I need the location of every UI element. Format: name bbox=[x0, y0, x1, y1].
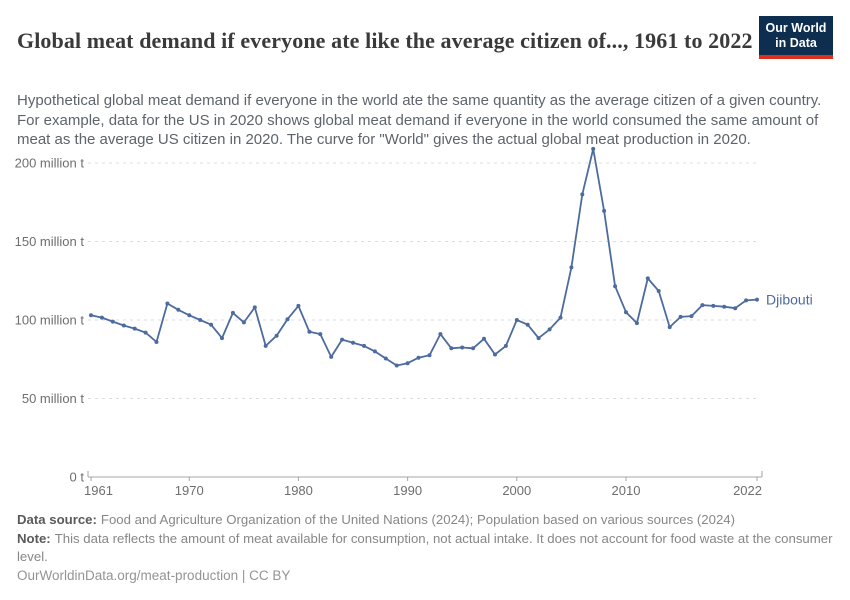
data-point[interactable] bbox=[307, 329, 312, 334]
owid-logo-line2: in Data bbox=[775, 36, 817, 50]
data-point[interactable] bbox=[493, 352, 497, 357]
note-text: This data reflects the amount of meat av… bbox=[17, 531, 833, 564]
data-point[interactable] bbox=[602, 208, 607, 213]
data-point[interactable] bbox=[547, 327, 552, 332]
data-point[interactable] bbox=[165, 301, 170, 306]
data-point[interactable] bbox=[296, 303, 301, 308]
data-point[interactable] bbox=[711, 303, 716, 308]
data-point[interactable] bbox=[340, 337, 345, 342]
data-point[interactable] bbox=[722, 304, 727, 309]
y-tick-label: 200 million t bbox=[15, 156, 85, 171]
data-point[interactable] bbox=[449, 346, 454, 351]
data-source-text: Food and Agriculture Organization of the… bbox=[100, 512, 736, 527]
data-point[interactable] bbox=[580, 192, 585, 197]
series-end-label[interactable]: Djibouti bbox=[766, 292, 813, 308]
data-point[interactable] bbox=[558, 315, 563, 320]
data-point[interactable] bbox=[569, 265, 574, 270]
data-point[interactable] bbox=[132, 326, 137, 331]
data-point[interactable] bbox=[121, 323, 126, 328]
data-point[interactable] bbox=[700, 303, 705, 308]
owid-logo-line1: Our World bbox=[765, 21, 827, 35]
owid-logo[interactable]: Our World in Data bbox=[759, 16, 833, 59]
data-point[interactable] bbox=[351, 340, 355, 345]
data-point[interactable] bbox=[383, 356, 388, 361]
data-point[interactable] bbox=[176, 307, 181, 312]
data-point[interactable] bbox=[318, 332, 323, 337]
data-point[interactable] bbox=[471, 346, 476, 351]
data-point[interactable] bbox=[733, 306, 738, 311]
data-point[interactable] bbox=[689, 314, 694, 319]
footer-note: Note: This data reflects the amount of me… bbox=[17, 530, 835, 566]
data-point[interactable] bbox=[591, 146, 596, 151]
y-tick-label: 50 million t bbox=[22, 391, 85, 406]
data-point[interactable] bbox=[613, 284, 618, 289]
data-point[interactable] bbox=[274, 333, 279, 338]
data-point[interactable] bbox=[525, 322, 530, 327]
data-point[interactable] bbox=[372, 349, 377, 354]
data-point[interactable] bbox=[285, 317, 290, 322]
x-tick-label: 2010 bbox=[612, 483, 641, 498]
data-point[interactable] bbox=[405, 361, 410, 366]
data-point[interactable] bbox=[482, 336, 486, 341]
chart-title: Global meat demand if everyone ate like … bbox=[17, 27, 753, 53]
line-chart-svg[interactable]: 0 t 50 million t 100 million t 150 million … bbox=[0, 140, 850, 502]
data-source-label: Data source: bbox=[17, 512, 97, 527]
note-label: Note: bbox=[17, 531, 51, 546]
chart-subtitle: Hypothetical global meat demand if every… bbox=[17, 92, 822, 148]
data-point[interactable] bbox=[329, 354, 334, 359]
data-point[interactable] bbox=[362, 343, 366, 348]
data-point[interactable] bbox=[143, 330, 148, 335]
data-point[interactable] bbox=[252, 305, 257, 310]
data-point[interactable] bbox=[460, 345, 465, 350]
data-point[interactable] bbox=[89, 313, 93, 318]
y-tick-label: 150 million t bbox=[15, 234, 85, 249]
data-point[interactable] bbox=[187, 313, 192, 318]
data-point[interactable] bbox=[110, 319, 115, 324]
series-line-djibouti[interactable] bbox=[90, 148, 758, 367]
data-point[interactable] bbox=[394, 363, 399, 368]
data-point[interactable] bbox=[645, 276, 650, 281]
data-point[interactable] bbox=[536, 336, 541, 341]
data-point[interactable] bbox=[209, 322, 214, 327]
data-point[interactable] bbox=[416, 355, 421, 360]
x-tick-label: 2000 bbox=[502, 483, 531, 498]
data-point[interactable] bbox=[241, 320, 246, 325]
x-tick-label: 1961 bbox=[84, 483, 113, 498]
data-point[interactable] bbox=[263, 343, 268, 348]
data-point[interactable] bbox=[230, 310, 235, 315]
data-point[interactable] bbox=[438, 332, 443, 337]
data-point[interactable] bbox=[220, 336, 224, 341]
data-point[interactable] bbox=[667, 325, 672, 330]
x-tick-label: 1990 bbox=[393, 483, 422, 498]
x-tick-label: 1970 bbox=[175, 483, 204, 498]
y-tick-label: 100 million t bbox=[15, 313, 85, 328]
y-tick-label: 0 t bbox=[70, 470, 85, 485]
data-point[interactable] bbox=[503, 343, 508, 348]
data-point[interactable] bbox=[744, 298, 749, 303]
footer-citation: OurWorldinData.org/meat-production | CC … bbox=[17, 568, 291, 583]
data-point[interactable] bbox=[99, 315, 104, 320]
data-point[interactable] bbox=[514, 318, 519, 322]
data-point[interactable] bbox=[755, 297, 759, 302]
data-point[interactable] bbox=[634, 321, 639, 326]
line-chart[interactable]: 0 t 50 million t 100 million t 150 million … bbox=[0, 140, 850, 502]
footer-data-source: Data source: Food and Agriculture Organiz… bbox=[17, 511, 837, 529]
data-point[interactable] bbox=[656, 289, 661, 293]
data-point[interactable] bbox=[154, 340, 159, 344]
data-point[interactable] bbox=[427, 353, 432, 358]
data-point[interactable] bbox=[198, 318, 203, 322]
data-point[interactable] bbox=[678, 314, 683, 319]
data-point[interactable] bbox=[624, 310, 628, 315]
x-tick-label: 2022 bbox=[733, 483, 762, 498]
x-tick-label: 1980 bbox=[284, 483, 313, 498]
